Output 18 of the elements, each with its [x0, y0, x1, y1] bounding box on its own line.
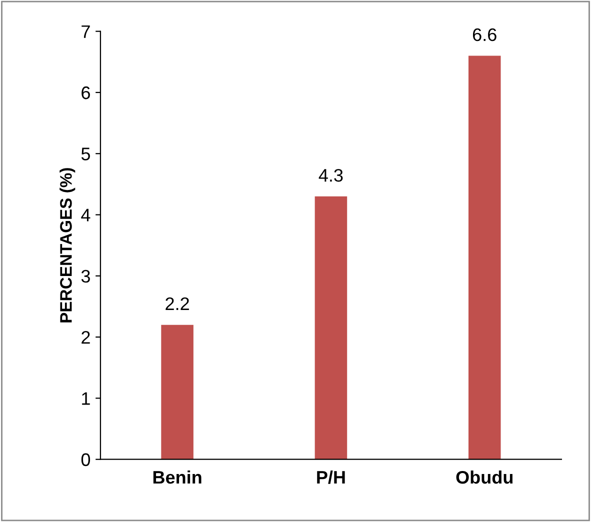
- y-tick-label: 7: [82, 25, 90, 38]
- data-label: 6.6: [472, 28, 496, 42]
- y-axis-title: PERCENTAGES (%): [60, 168, 76, 322]
- bar: [161, 324, 194, 460]
- y-tick-label: 2: [82, 330, 90, 344]
- y-tick-label: 4: [81, 208, 90, 222]
- data-label: 2.2: [166, 297, 189, 310]
- bar: [314, 196, 348, 460]
- y-tick-label: 3: [81, 270, 90, 283]
- x-tick-label: P/H: [317, 470, 345, 484]
- y-tick-label: 0: [81, 453, 90, 466]
- y-tick-label: 1: [82, 392, 90, 405]
- x-tick-label: Benin: [153, 470, 202, 484]
- y-tick-label: 6: [82, 86, 90, 100]
- x-tick-label: Obudu: [456, 470, 513, 484]
- data-label: 4.3: [318, 168, 343, 182]
- y-tick-label: 5: [81, 148, 90, 160]
- bar: [468, 56, 501, 460]
